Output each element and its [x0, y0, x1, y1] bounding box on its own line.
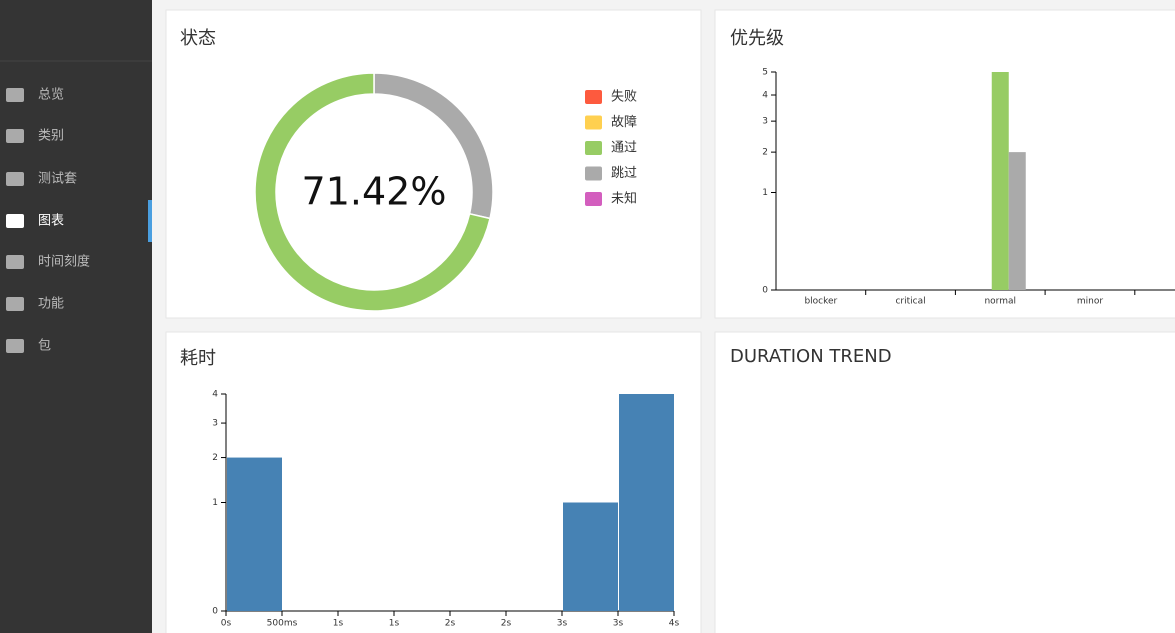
nav-icon	[6, 214, 24, 228]
legend-swatch	[585, 115, 602, 130]
nav-icon	[6, 129, 24, 143]
x-tick-label: 500ms	[267, 619, 298, 629]
nav-item[interactable]: 测试套	[6, 171, 77, 187]
y-tick-label: 5	[762, 68, 768, 78]
y-tick-label: 1	[212, 498, 218, 508]
y-tick-label: 2	[212, 453, 218, 463]
legend-swatch	[585, 166, 602, 181]
y-tick-label: 4	[212, 390, 218, 400]
widget-title: DURATION TREND	[730, 346, 892, 367]
nav-item[interactable]: 时间刻度	[6, 254, 90, 270]
nav-icon	[6, 88, 24, 102]
x-tick-label: 0s	[221, 619, 232, 629]
y-tick-label: 2	[762, 148, 768, 158]
legend-swatch	[585, 90, 602, 104]
x-tick-label: 2s	[501, 619, 512, 629]
x-tick-label: blocker	[804, 297, 837, 307]
widget-title: 耗时	[180, 348, 216, 369]
sidebar	[0, 0, 152, 633]
priority-widget	[714, 9, 1175, 319]
nav-item[interactable]: 类别	[6, 129, 64, 144]
nav-icon	[6, 172, 24, 186]
bar	[1008, 152, 1026, 290]
nav-item[interactable]: 总览	[6, 87, 64, 103]
x-tick-label: 4s	[669, 619, 680, 629]
nav-item[interactable]: 包	[6, 339, 51, 354]
y-tick-label: 3	[212, 419, 218, 429]
y-tick-label: 1	[762, 188, 768, 198]
legend-label: 故障	[611, 115, 637, 130]
x-tick-label: 1s	[333, 619, 344, 629]
legend-label: 跳过	[611, 166, 637, 181]
nav-label: 测试套	[38, 171, 77, 187]
histogram-bar	[563, 502, 618, 611]
legend-swatch	[585, 192, 602, 206]
x-tick-label: minor	[1077, 297, 1103, 307]
nav-label: 类别	[38, 129, 64, 144]
y-tick-label: 0	[212, 607, 218, 617]
y-tick-label: 0	[762, 286, 768, 296]
active-indicator	[148, 200, 152, 242]
nav-label: 功能	[38, 297, 64, 312]
trend-widget	[714, 331, 1175, 633]
legend-label: 失败	[611, 90, 637, 105]
nav-item[interactable]: 功能	[6, 297, 64, 312]
widget-title: 状态	[180, 28, 216, 49]
legend-swatch	[585, 141, 602, 155]
y-tick-label: 3	[762, 117, 768, 127]
y-tick-label: 4	[762, 91, 768, 101]
nav-label: 总览	[38, 87, 64, 103]
x-tick-label: 1s	[389, 619, 400, 629]
nav-label: 包	[38, 339, 51, 354]
nav-label: 时间刻度	[38, 254, 90, 270]
status-widget	[165, 9, 702, 319]
x-tick-label: 3s	[613, 619, 624, 629]
legend-label: 通过	[611, 141, 637, 156]
nav-icon	[6, 339, 24, 353]
nav-label: 图表	[38, 214, 64, 229]
widget-title: 优先级	[730, 28, 784, 49]
histogram-bar	[227, 457, 282, 611]
x-tick-label: critical	[895, 297, 925, 307]
percent-label: 71.42%	[302, 170, 447, 214]
x-tick-label: 3s	[557, 619, 568, 629]
x-tick-label: 2s	[445, 619, 456, 629]
donut-segment	[254, 72, 491, 312]
x-tick-label: normal	[984, 297, 1016, 307]
nav-icon	[6, 297, 24, 311]
histogram-bar	[619, 394, 674, 611]
nav-item[interactable]: 图表	[6, 200, 152, 242]
nav-icon	[6, 255, 24, 269]
bar	[991, 72, 1009, 290]
legend-label: 未知	[611, 191, 637, 207]
